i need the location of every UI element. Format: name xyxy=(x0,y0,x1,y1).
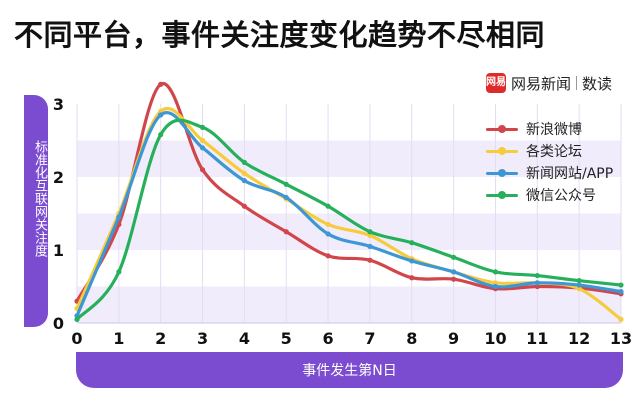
series-point-2 xyxy=(241,178,247,184)
x-axis-label-background xyxy=(76,352,623,388)
legend-label: 新闻网站/APP xyxy=(526,166,614,182)
x-tick-label: 13 xyxy=(610,329,632,348)
legend-swatch xyxy=(486,123,518,135)
netease-logo-icon: 网易 xyxy=(486,73,506,93)
brand-name: 网易新闻 xyxy=(511,74,572,93)
x-tick-label: 2 xyxy=(155,329,166,348)
series-point-0 xyxy=(325,253,331,259)
x-tick-label: 0 xyxy=(71,329,82,348)
series-line-3 xyxy=(75,118,623,321)
x-tick-label: 11 xyxy=(526,329,548,348)
series-point-3 xyxy=(451,254,457,260)
series-point-2 xyxy=(283,194,289,201)
series-point-1 xyxy=(199,137,206,144)
y-tick-label: 1 xyxy=(53,241,64,260)
series-point-2 xyxy=(409,258,415,264)
series-point-3 xyxy=(325,203,331,209)
series-point-2 xyxy=(116,214,122,220)
series-point-0 xyxy=(451,276,457,282)
series-point-3 xyxy=(576,278,582,284)
grid-band xyxy=(77,286,621,323)
legend-swatch xyxy=(486,189,518,201)
series-point-1 xyxy=(367,232,373,238)
grid-band xyxy=(77,140,621,177)
x-axis-label: 事件发生第N日 xyxy=(302,363,397,379)
series-point-0 xyxy=(158,81,164,87)
legend-item: 微信公众号 xyxy=(486,184,613,206)
y-tick-label: 0 xyxy=(53,314,64,333)
legend-label: 各类论坛 xyxy=(526,144,582,160)
x-tick-label: 7 xyxy=(364,329,375,348)
brand-separator xyxy=(576,76,578,90)
legend-item: 新浪微博 xyxy=(486,118,613,140)
series-point-0 xyxy=(283,229,289,235)
x-tick-label: 3 xyxy=(197,329,208,348)
x-tick-label: 9 xyxy=(448,329,459,348)
series-point-0 xyxy=(534,283,540,290)
legend-item: 各类论坛 xyxy=(486,140,613,162)
chart-title: 不同平台，事件关注度变化趋势不尽相同 xyxy=(14,18,546,52)
y-tick-label: 2 xyxy=(53,168,64,187)
series-point-2 xyxy=(576,282,582,288)
series-point-2 xyxy=(618,289,624,295)
series-point-0 xyxy=(241,203,247,209)
series-point-2 xyxy=(199,145,206,151)
legend-item: 新闻网站/APP xyxy=(486,162,613,184)
legend-label: 新浪微博 xyxy=(526,122,582,138)
y-axis-label-background xyxy=(24,95,48,327)
series-point-0 xyxy=(199,167,206,173)
series-point-1 xyxy=(241,170,247,176)
legend-swatch xyxy=(486,145,518,157)
x-tick-label: 8 xyxy=(406,329,417,348)
series-point-1 xyxy=(325,221,331,228)
series-point-3 xyxy=(74,316,80,322)
x-tick-label: 12 xyxy=(568,329,590,348)
y-axis-label: 标准化互联网关注度 xyxy=(32,140,47,257)
series-point-3 xyxy=(492,269,499,275)
x-tick-label: 5 xyxy=(281,329,292,348)
series-point-3 xyxy=(241,159,247,165)
x-tick-label: 6 xyxy=(323,329,334,348)
chart-legend: 新浪微博各类论坛新闻网站/APP 微信公众号 xyxy=(486,118,613,206)
series-point-3 xyxy=(534,272,540,279)
x-tick-label: 10 xyxy=(484,329,506,348)
series-point-3 xyxy=(158,132,164,138)
series-point-1 xyxy=(492,280,499,286)
series-point-1 xyxy=(576,286,582,292)
series-point-2 xyxy=(492,283,499,290)
series-point-2 xyxy=(367,243,373,249)
series-point-1 xyxy=(618,316,624,322)
series-point-3 xyxy=(618,282,624,288)
brand-sub: 数读 xyxy=(582,74,613,93)
series-point-2 xyxy=(158,112,164,118)
series-point-0 xyxy=(367,257,373,263)
series-point-3 xyxy=(199,124,206,130)
series-point-3 xyxy=(116,269,122,275)
x-tick-label: 1 xyxy=(113,329,124,348)
x-tick-label: 4 xyxy=(239,329,250,348)
series-point-2 xyxy=(451,269,457,275)
series-point-3 xyxy=(409,240,415,246)
series-line-2 xyxy=(75,111,623,318)
series-point-2 xyxy=(534,280,540,286)
series-point-0 xyxy=(409,275,415,281)
legend-label: 微信公众号 xyxy=(526,188,596,204)
series-point-3 xyxy=(283,181,289,187)
y-tick-label: 3 xyxy=(53,95,64,114)
legend-swatch xyxy=(486,167,518,179)
series-point-2 xyxy=(325,231,331,237)
brand-logo-group: 网易 网易新闻 数读 xyxy=(486,72,612,94)
series-point-3 xyxy=(367,229,373,235)
